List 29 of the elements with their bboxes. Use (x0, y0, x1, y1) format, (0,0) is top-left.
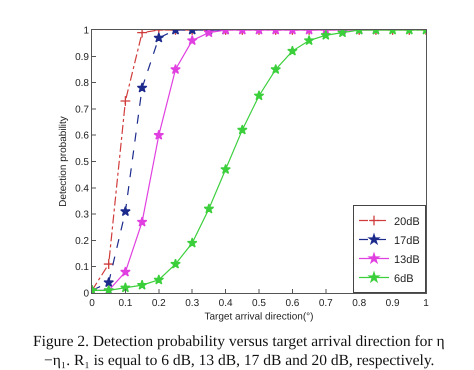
y-tick-label: 0.5 (75, 157, 90, 168)
y-tick-label: 0.6 (75, 130, 90, 142)
legend-label: 13dB (394, 254, 420, 266)
legend-label: 17dB (394, 234, 420, 247)
x-tick-label: 0.3 (185, 298, 200, 309)
y-tick-label: 0.8 (75, 78, 90, 90)
y-tick-label: 1 (83, 26, 90, 36)
legend-label: 6dB (394, 272, 414, 285)
x-tick-label: 0.5 (252, 298, 266, 309)
x-tick-label: 0.1 (118, 298, 133, 309)
y-tick-label: 0.7 (75, 104, 90, 116)
x-tick-label: 0.7 (318, 298, 334, 309)
y-tick-label: 0.2 (75, 236, 90, 247)
y-axis-title: Detection probability (58, 116, 70, 207)
x-tick-label: 0.2 (152, 298, 166, 309)
y-tick-label: 0 (83, 288, 90, 300)
x-axis-title: Target arrival direction(°) (204, 312, 314, 322)
caption: Figure 2. Detection probability versus target arrival direction for η (33, 333, 445, 350)
x-tick-label: 0.4 (218, 298, 233, 309)
y-tick-label: 0.3 (75, 210, 90, 221)
text: −η₁. R₁ is equal to 6 dB, 13 dB, 17 dB and 20 dB, respectively. (44, 352, 434, 369)
x-tick-label: 0.9 (386, 298, 400, 309)
y-tick-label: 0.4 (75, 183, 90, 194)
legend-label: 20dB (394, 216, 420, 228)
y-tick-label: 0.1 (75, 262, 90, 274)
x-tick-label: 0.6 (285, 298, 300, 309)
x-tick-label: 1 (423, 298, 430, 309)
x-tick-label: 0.8 (352, 298, 367, 309)
y-tick-label: 0.9 (75, 52, 90, 63)
